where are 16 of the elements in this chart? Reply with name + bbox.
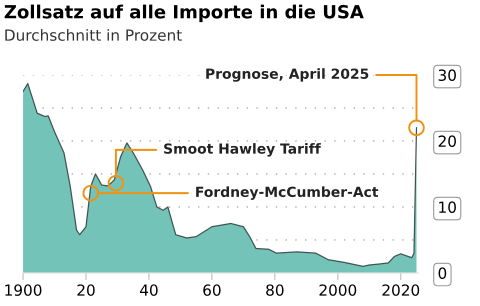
y-tick-label: 0: [438, 267, 446, 279]
annotation: Fordney-McCumber-Act: [196, 186, 378, 200]
x-tick-label: 60: [203, 284, 221, 296]
x-tick-label: 40: [140, 284, 158, 296]
x-tick-label: 1900: [5, 284, 42, 296]
y-tick-label: 10: [439, 201, 456, 213]
annotation: Smoot Hawley Tariff: [164, 143, 321, 157]
x-tick-label: 80: [266, 284, 284, 296]
chart-title: Zollsatz auf alle Importe in die USA: [4, 4, 364, 22]
chart-subtitle: Durchschnitt in Prozent: [5, 29, 182, 41]
y-tick-label: 20: [438, 135, 456, 147]
x-tick-label: 2020: [382, 284, 420, 296]
y-tick-label: 30: [438, 69, 456, 81]
annotation: Prognose, April 2025: [206, 68, 368, 82]
x-tick-label: 2000: [319, 284, 356, 296]
x-tick-label: 20: [77, 284, 95, 296]
